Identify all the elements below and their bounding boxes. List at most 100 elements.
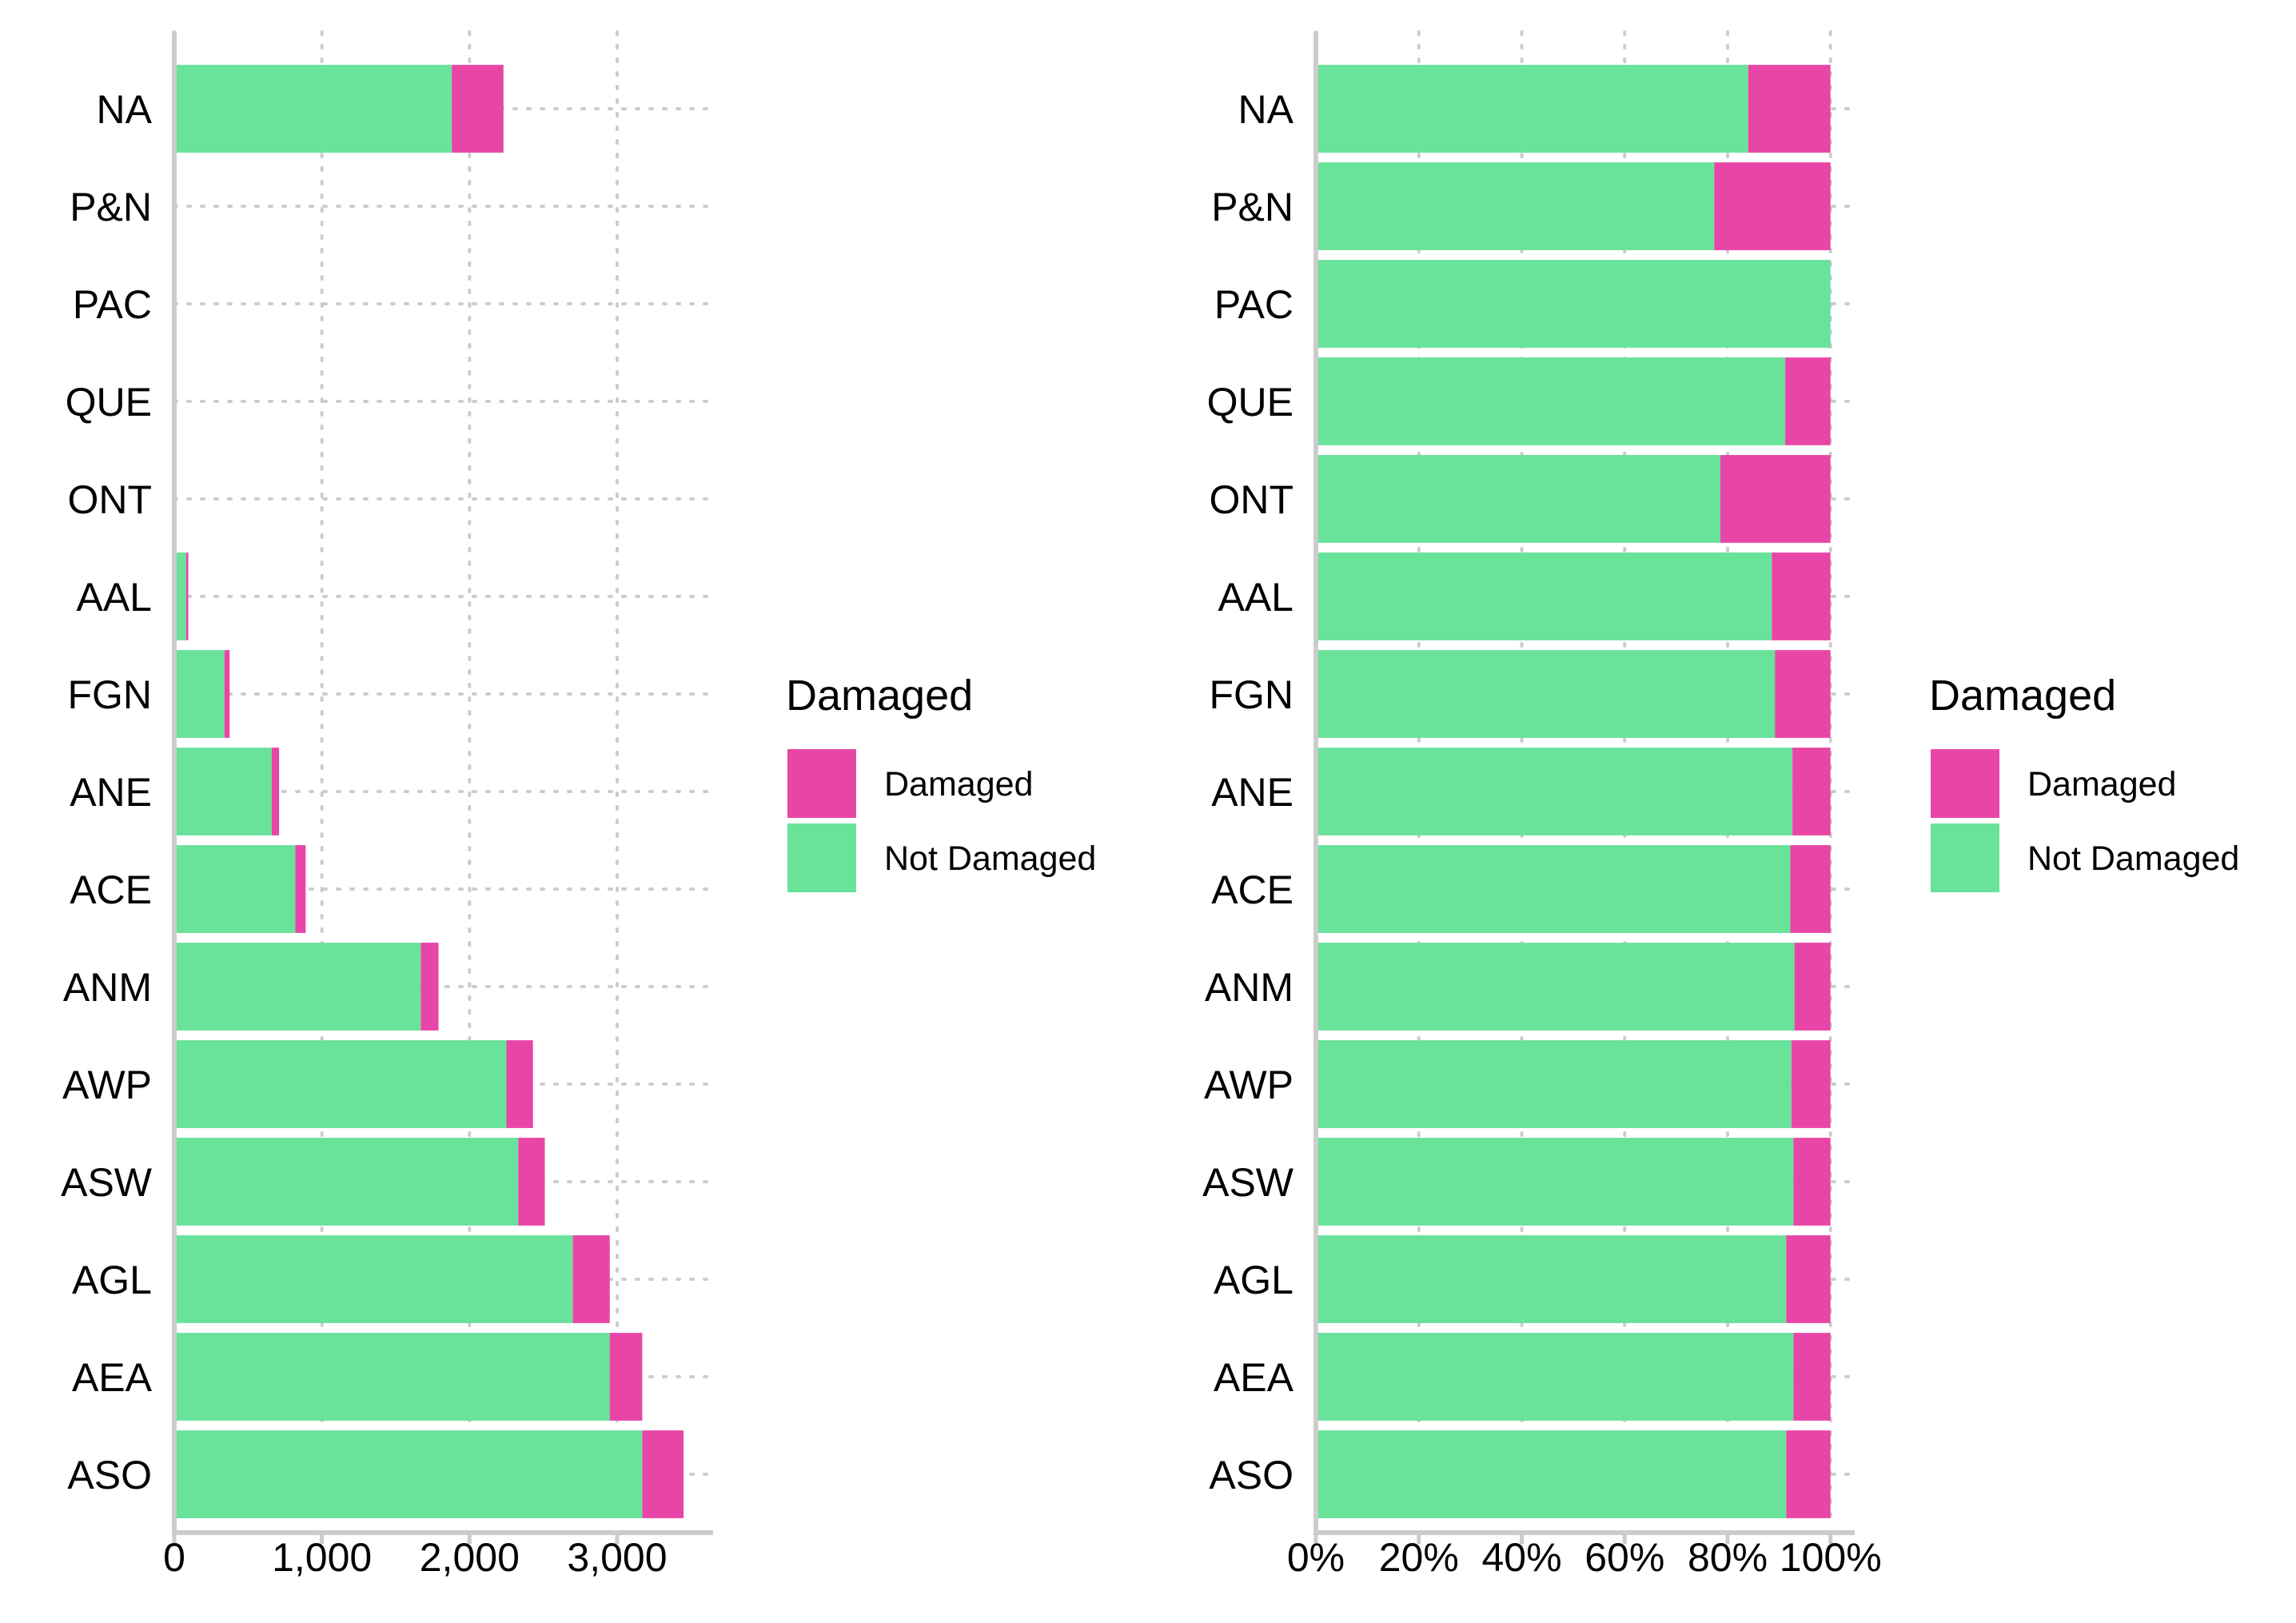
count-bar-not-damaged-awp <box>174 1040 507 1128</box>
pct-bar-damaged-awp <box>1791 1040 1831 1128</box>
count-bar-not-damaged-asw <box>174 1138 519 1226</box>
count-category-label-pandn: P&N <box>70 185 152 229</box>
pct-legend-label-not-damaged: Not Damaged <box>2027 839 2239 878</box>
count-bar-damaged-ane <box>271 748 280 835</box>
count-bar-damaged-na <box>452 65 504 153</box>
count-legend-label-damaged: Damaged <box>884 765 1033 804</box>
pct-bar-not-damaged-ont <box>1316 455 1720 543</box>
count-bar-damaged-awp <box>506 1040 533 1128</box>
pct-bar-not-damaged-pandn <box>1316 162 1715 250</box>
pct-legend-title: Damaged <box>1929 672 2116 720</box>
count-x-tick-label-3-000: 3,000 <box>567 1535 667 1580</box>
pct-bar-damaged-asw <box>1793 1138 1831 1226</box>
pct-x-tick-label-0pct: 0% <box>1287 1535 1345 1580</box>
pct-bar-not-damaged-anm <box>1316 943 1795 1031</box>
count-bar-not-damaged-na <box>174 65 452 153</box>
pct-bar-damaged-pandn <box>1714 162 1831 250</box>
count-category-label-awp: AWP <box>62 1063 152 1107</box>
count-legend-key-damaged <box>787 749 856 818</box>
pct-legend: Damaged Damaged Not Damaged <box>1929 672 2239 892</box>
pct-category-label-pac: PAC <box>1214 282 1293 327</box>
pct-category-label-asw: ASW <box>1202 1160 1294 1205</box>
count-legend: Damaged Damaged Not Damaged <box>786 672 1096 892</box>
count-bar-damaged-fgn <box>224 650 230 738</box>
count-category-label-que: QUE <box>66 380 152 425</box>
pct-bar-not-damaged-ace <box>1316 845 1791 933</box>
pct-bar-damaged-que <box>1785 357 1831 445</box>
pct-category-label-que: QUE <box>1207 380 1293 425</box>
count-category-label-ane: ANE <box>70 770 152 815</box>
pct-bar-damaged-agl <box>1786 1235 1831 1323</box>
count-bar-damaged-aso <box>642 1430 684 1518</box>
pct-category-label-ane: ANE <box>1211 770 1293 815</box>
pct-bar-not-damaged-agl <box>1316 1235 1787 1323</box>
count-category-label-ace: ACE <box>70 867 152 912</box>
pct-category-label-aal: AAL <box>1218 575 1293 620</box>
pct-bar-damaged-ace <box>1790 845 1831 933</box>
pct-x-tick-label-20pct: 20% <box>1379 1535 1459 1580</box>
pct-bar-not-damaged-aea <box>1316 1333 1794 1421</box>
count-category-label-ont: ONT <box>67 477 152 522</box>
count-x-tick-label-1-000: 1,000 <box>272 1535 372 1580</box>
pct-bar-not-damaged-pac <box>1316 260 1831 348</box>
pct-bar-not-damaged-na <box>1316 65 1748 153</box>
pct-bar-not-damaged-fgn <box>1316 650 1776 738</box>
pct-bar-not-damaged-awp <box>1316 1040 1792 1128</box>
pct-bar-damaged-fgn <box>1775 650 1831 738</box>
pct-bar-not-damaged-aal <box>1316 552 1772 640</box>
pct-bar-not-damaged-que <box>1316 357 1786 445</box>
count-bar-damaged-ace <box>295 845 306 933</box>
count-bar-not-damaged-ace <box>174 845 296 933</box>
pct-category-label-aso: ASO <box>1209 1453 1293 1497</box>
count-legend-label-not-damaged: Not Damaged <box>884 839 1096 878</box>
pct-category-label-aea: AEA <box>1214 1355 1294 1400</box>
count-bar-damaged-aal <box>185 552 189 640</box>
count-x-tick-label-0: 0 <box>163 1535 185 1580</box>
count-bar-damaged-agl <box>572 1235 610 1323</box>
count-category-label-agl: AGL <box>72 1258 152 1302</box>
pct-legend-key-not-damaged <box>1931 823 1999 892</box>
count-x-tick-label-2-000: 2,000 <box>420 1535 520 1580</box>
pct-bar-damaged-ont <box>1720 455 1831 543</box>
pct-category-label-pandn: P&N <box>1211 185 1293 229</box>
count-category-label-aea: AEA <box>72 1355 153 1400</box>
pct-category-label-awp: AWP <box>1204 1063 1293 1107</box>
count-bar-not-damaged-fgn <box>174 650 225 738</box>
pct-category-label-ont: ONT <box>1209 477 1293 522</box>
pct-bar-not-damaged-aso <box>1316 1430 1787 1518</box>
count-bar-not-damaged-anm <box>174 943 421 1031</box>
pct-x-tick-label-40pct: 40% <box>1481 1535 1561 1580</box>
pct-bar-damaged-na <box>1748 65 1831 153</box>
pct-category-label-ace: ACE <box>1211 867 1293 912</box>
pct-bar-damaged-aal <box>1772 552 1831 640</box>
percent-bar-chart: NA P&N PAC QUE ONT AAL FGN ANE ACE ANM AWP ASW AGL AE… <box>1202 30 2239 1580</box>
count-bar-damaged-anm <box>421 943 439 1031</box>
pct-category-label-na: NA <box>1238 87 1294 132</box>
count-bar-damaged-aea <box>609 1333 643 1421</box>
pct-bar-damaged-aea <box>1793 1333 1831 1421</box>
count-category-label-pac: PAC <box>73 282 152 327</box>
count-bar-not-damaged-aea <box>174 1333 610 1421</box>
pct-category-label-fgn: FGN <box>1209 672 1293 717</box>
count-bar-not-damaged-ane <box>174 748 272 835</box>
count-bar-damaged-asw <box>518 1138 545 1226</box>
pct-bar-damaged-anm <box>1794 943 1831 1031</box>
count-category-label-asw: ASW <box>61 1160 153 1205</box>
pct-x-tick-label-100pct: 100% <box>1780 1535 1882 1580</box>
pct-category-label-anm: ANM <box>1205 965 1293 1010</box>
count-bar-not-damaged-aal <box>174 552 186 640</box>
pct-x-tick-label-80pct: 80% <box>1688 1535 1768 1580</box>
count-legend-title: Damaged <box>786 672 973 720</box>
count-category-label-na: NA <box>97 87 153 132</box>
count-bar-chart: NA P&N PAC QUE ONT AAL FGN ANE ACE ANM AWP ASW AGL AE… <box>61 30 1096 1580</box>
count-category-label-fgn: FGN <box>67 672 152 717</box>
count-bar-not-damaged-agl <box>174 1235 573 1323</box>
pct-bar-damaged-aso <box>1786 1430 1831 1518</box>
count-category-label-aso: ASO <box>67 1453 152 1497</box>
pct-legend-key-damaged <box>1931 749 1999 818</box>
count-category-label-anm: ANM <box>63 965 152 1010</box>
pct-bar-not-damaged-ane <box>1316 748 1793 835</box>
count-bar-not-damaged-aso <box>174 1430 643 1518</box>
